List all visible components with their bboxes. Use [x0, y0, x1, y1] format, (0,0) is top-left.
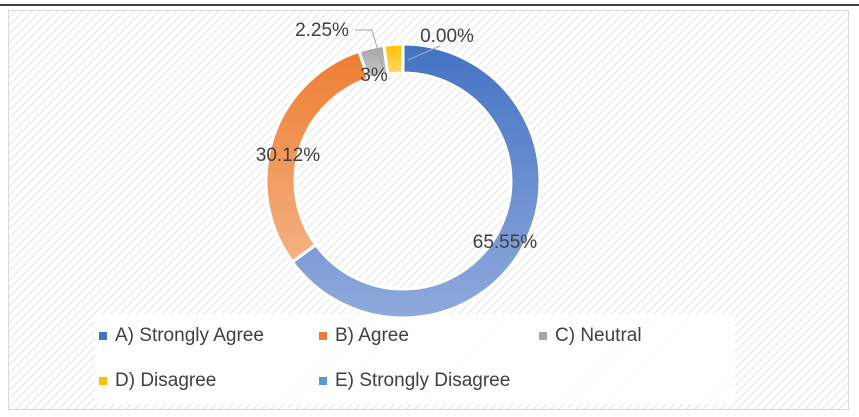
data-label: 2.25%: [295, 20, 349, 41]
data-label: 3%: [360, 65, 388, 86]
legend-swatch: [99, 377, 107, 385]
legend-swatch: [99, 332, 107, 340]
legend-label: C) Neutral: [555, 325, 642, 346]
data-label: 65.55%: [473, 232, 538, 253]
leader-line: [407, 45, 441, 61]
legend-label: A) Strongly Agree: [115, 325, 264, 346]
legend-label: D) Disagree: [115, 370, 216, 391]
legend-label: B) Agree: [335, 325, 409, 346]
data-label: 0.00%: [420, 26, 474, 47]
legend-label: E) Strongly Disagree: [335, 370, 510, 391]
data-label: 30.12%: [256, 145, 321, 166]
legend-swatch: [319, 332, 327, 340]
leader-line: [355, 29, 384, 69]
legend-swatch: [539, 332, 547, 340]
legend-box: [95, 314, 735, 404]
legend-swatch: [319, 377, 327, 385]
donut-slice: [290, 42, 542, 320]
